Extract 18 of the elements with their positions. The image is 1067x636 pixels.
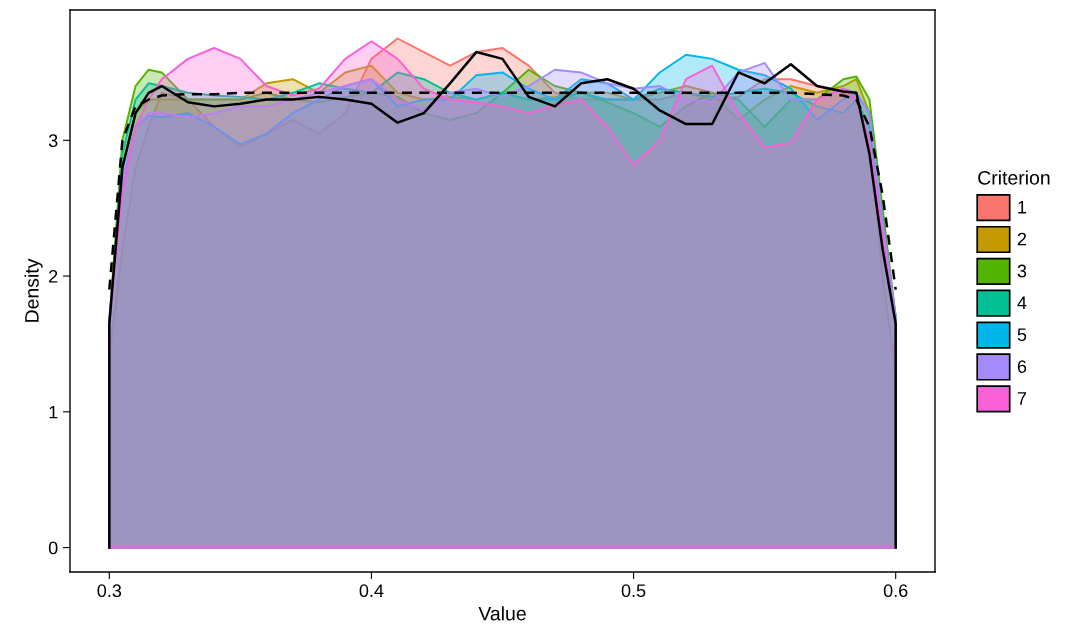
legend-label: 4: [1017, 296, 1027, 310]
y-tick-label: 2: [49, 270, 58, 283]
x-tick-label: 0.3: [97, 584, 122, 598]
legend-label: 1: [1018, 201, 1027, 214]
legend-label: 5: [1017, 328, 1027, 342]
y-tick-label: 3: [48, 134, 58, 148]
x-axis-title: Value: [478, 606, 526, 621]
x-tick-label: 0.6: [883, 584, 908, 598]
y-axis-title: Density: [24, 258, 43, 322]
legend-label: 3: [1017, 264, 1027, 278]
legend-label: 2: [1017, 232, 1027, 246]
legend-title: Criterion: [978, 170, 1050, 185]
x-tick-label: 0.4: [359, 584, 384, 598]
x-tick-label: 0.5: [621, 584, 646, 598]
legend-label: 7: [1017, 392, 1027, 405]
y-tick-label: 0: [48, 541, 58, 555]
y-tick-label: 1: [49, 405, 58, 419]
legend-label: 6: [1017, 360, 1027, 373]
